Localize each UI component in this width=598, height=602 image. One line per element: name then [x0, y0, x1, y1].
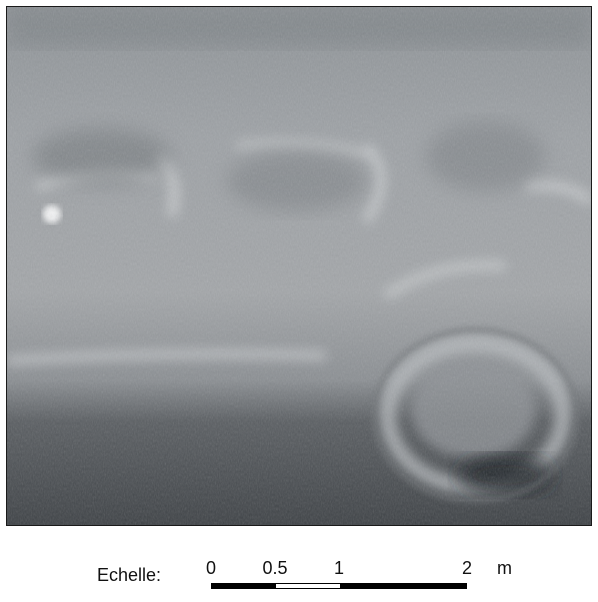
scale-label: Echelle:: [97, 565, 162, 585]
scale-tick-2: 2: [461, 558, 473, 578]
scale-tick-1: 1: [333, 558, 345, 578]
scale-unit: m: [497, 558, 512, 578]
relief-image: [6, 6, 592, 526]
scale-bar: [211, 583, 467, 589]
scale-bar-segment: [340, 584, 467, 588]
hillshade-relief-icon: [7, 7, 591, 525]
scale-bar-segment: [212, 584, 276, 588]
scale-tick-0: 0: [205, 558, 217, 578]
scale-tick-0-5: 0.5: [262, 558, 288, 578]
